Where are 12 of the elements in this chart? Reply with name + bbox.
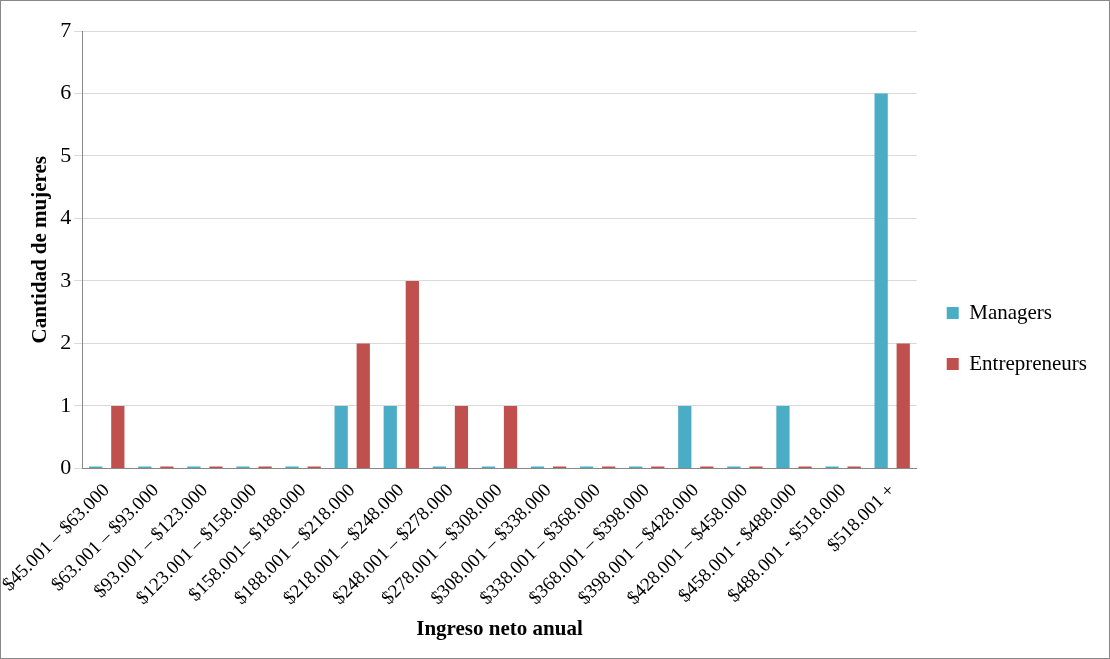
y-tick-label: 6 [60, 79, 72, 105]
y-axis-title: Cantidad de mujeres [27, 156, 52, 344]
y-tick-label: 4 [60, 204, 72, 230]
y-tick-label: 2 [60, 329, 72, 355]
y-tick-label: 1 [60, 391, 72, 417]
y-tick-label: 5 [60, 141, 72, 167]
y-tick-label: 7 [60, 16, 72, 42]
y-tick-label: 3 [60, 266, 72, 292]
y-tick-label: 0 [60, 454, 72, 480]
legend-label: Entrepreneurs [969, 350, 1087, 375]
legend-label: Managers [969, 299, 1053, 324]
x-axis-title: Ingreso neto anual [416, 615, 583, 640]
